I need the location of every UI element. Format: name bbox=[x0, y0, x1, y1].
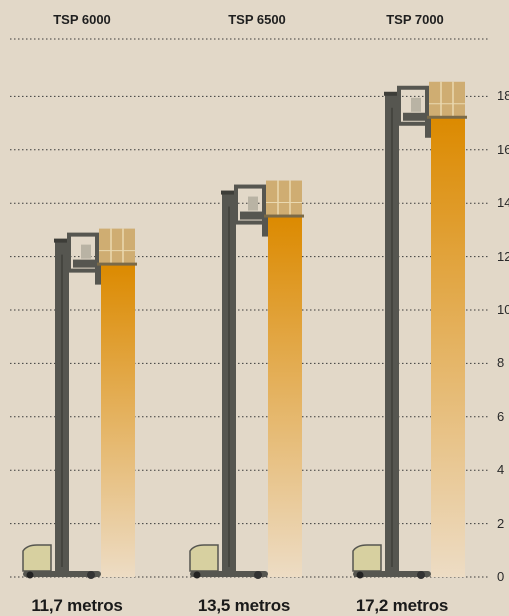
truck-1 bbox=[22, 232, 125, 579]
model-title-tsp-6500: TSP 6500 bbox=[228, 12, 286, 27]
truck-base bbox=[23, 571, 101, 577]
tick-label-6: 6 bbox=[497, 408, 505, 424]
loads bbox=[97, 81, 467, 266]
load-pallet bbox=[264, 214, 304, 218]
bars bbox=[101, 117, 465, 578]
truck-cab bbox=[22, 544, 52, 572]
model-title-tsp-6000: TSP 6000 bbox=[53, 12, 111, 27]
truck-wheel-rear bbox=[356, 571, 364, 579]
tick-label-0: 0 bbox=[497, 569, 505, 584]
bar-tsp-6500 bbox=[268, 216, 302, 578]
truck-cab bbox=[189, 544, 219, 572]
truck-mast-top bbox=[54, 238, 70, 243]
height-label-tsp-6000: 11,7 metros bbox=[31, 596, 123, 615]
load-box bbox=[266, 180, 302, 217]
truck-wheel-front bbox=[417, 571, 425, 579]
truck-mast-top bbox=[221, 190, 237, 195]
load-pallet bbox=[97, 262, 137, 266]
truck-operator bbox=[248, 196, 258, 211]
load-box bbox=[429, 81, 465, 118]
bar-tsp-7000 bbox=[431, 117, 465, 577]
truck-operator bbox=[411, 97, 421, 112]
height-label-tsp-6500: 13,5 metros bbox=[197, 596, 291, 615]
bar-tsp-6000 bbox=[101, 264, 135, 577]
truck-platform-floor bbox=[240, 211, 274, 220]
truck-platform-floor bbox=[403, 112, 437, 121]
truck-wheel-front bbox=[87, 571, 95, 579]
load-pallet bbox=[427, 115, 467, 119]
truck-cab bbox=[352, 544, 382, 572]
truck-operator bbox=[81, 244, 91, 259]
tick-label-14: 14 bbox=[497, 195, 509, 211]
load-2 bbox=[264, 180, 304, 218]
truck-mast-top bbox=[384, 91, 400, 96]
truck-base bbox=[190, 571, 268, 577]
model-title-tsp-7000: TSP 7000 bbox=[386, 12, 444, 27]
truck-wheel-rear bbox=[193, 571, 201, 579]
load-1 bbox=[97, 228, 137, 266]
truck-platform-floor bbox=[73, 259, 107, 268]
tick-label-8: 8 bbox=[497, 355, 505, 371]
height-label-tsp-7000: 17,2 metros bbox=[355, 596, 449, 615]
tick-label-16: 16 bbox=[497, 141, 509, 157]
tick-label-4: 4 bbox=[497, 462, 505, 478]
truck-wheel-rear bbox=[26, 571, 34, 579]
tick-label-10: 10 bbox=[497, 302, 509, 317]
tick-label-12: 12 bbox=[497, 248, 509, 264]
tick-label-18: 18 bbox=[497, 88, 509, 104]
tick-label-2: 2 bbox=[497, 515, 505, 531]
load-3 bbox=[427, 81, 467, 119]
trucks bbox=[22, 85, 455, 579]
truck-base bbox=[353, 571, 431, 577]
load-box bbox=[99, 228, 135, 265]
truck-wheel-front bbox=[254, 571, 262, 579]
